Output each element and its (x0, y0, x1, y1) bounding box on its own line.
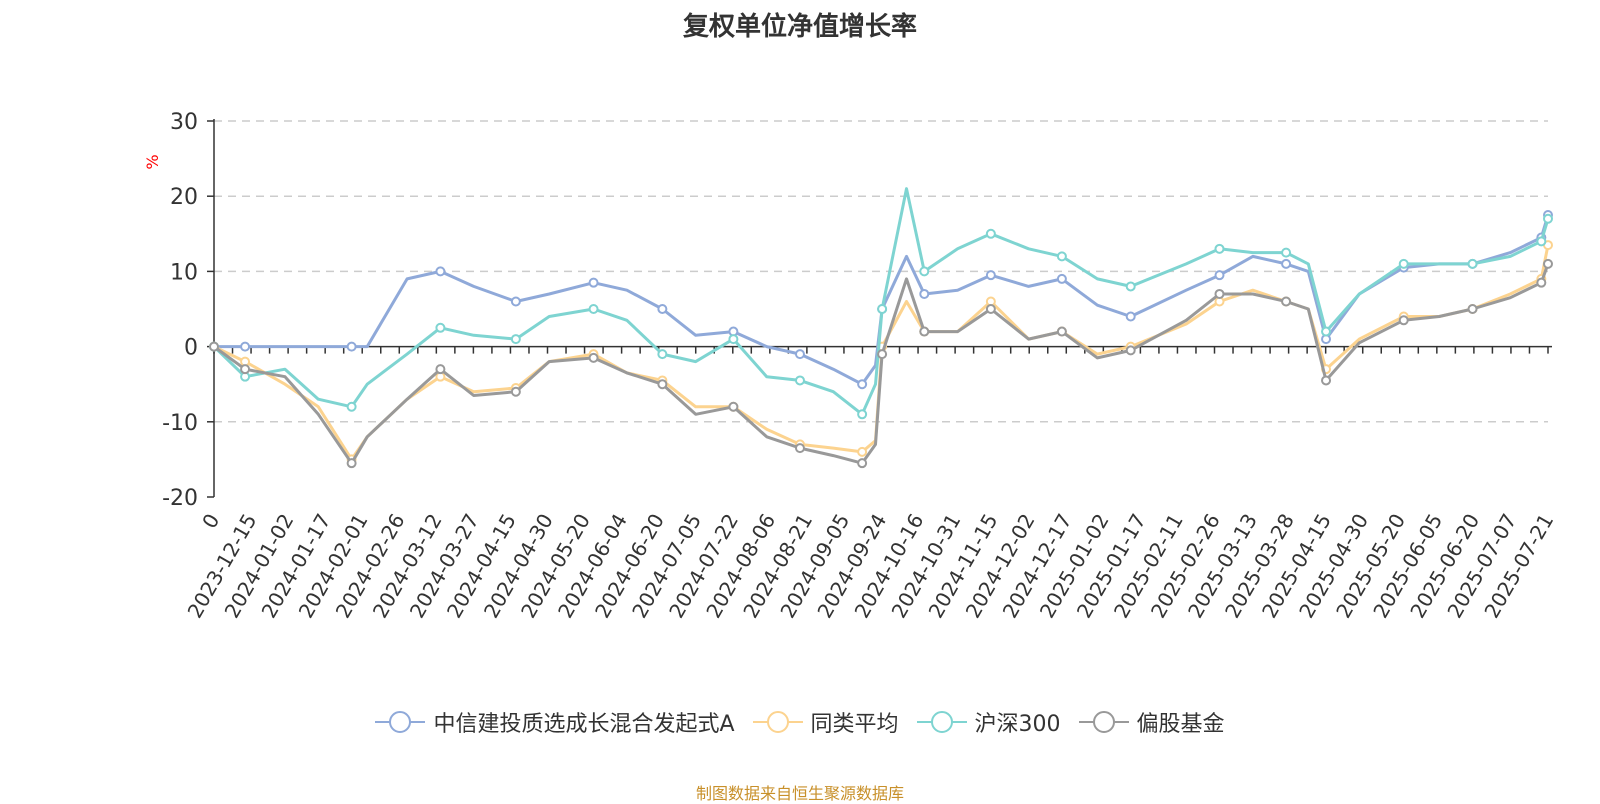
data-point (1321, 326, 1332, 337)
data-point (240, 341, 251, 352)
data-point (1536, 277, 1547, 288)
data-point (1125, 311, 1136, 322)
data-point (857, 409, 868, 420)
legend-item[interactable]: 同类平均 (752, 706, 899, 738)
data-point (346, 401, 357, 412)
data-point (346, 341, 357, 352)
data-point (435, 322, 446, 333)
data-point (1056, 251, 1067, 262)
data-point (985, 270, 996, 281)
y-tick-label: 0 (184, 336, 198, 361)
data-point (794, 443, 805, 454)
data-point (209, 341, 219, 352)
data-point (435, 364, 446, 375)
data-point (1398, 258, 1409, 269)
legend-item[interactable]: 偏股基金 (1078, 706, 1225, 738)
y-tick-label: -20 (162, 486, 198, 511)
data-point (794, 375, 805, 386)
y-axis-unit: % (143, 154, 162, 169)
legend-item[interactable]: 中信建投质选成长混合发起式A (375, 706, 735, 738)
data-point (657, 304, 668, 314)
data-point (1056, 326, 1067, 337)
data-point (919, 326, 930, 337)
data-point (1321, 375, 1332, 386)
legend-label: 同类平均 (810, 712, 899, 737)
y-tick-label: 10 (170, 260, 198, 285)
data-point (1214, 288, 1225, 299)
legend-label: 中信建投质选成长混合发起式A (433, 712, 735, 737)
series-line (213, 263, 1550, 465)
y-tick-label: 30 (170, 110, 198, 135)
legend-label: 偏股基金 (1136, 712, 1225, 737)
legend-swatch-icon (752, 711, 803, 733)
legend-item[interactable]: 沪深300 (916, 706, 1061, 738)
data-point (985, 304, 996, 314)
data-point (728, 401, 739, 412)
data-point (657, 379, 668, 390)
data-point (1125, 281, 1136, 292)
data-point (1543, 213, 1553, 224)
data-point (985, 228, 996, 239)
data-point (240, 364, 251, 375)
data-point (1125, 345, 1136, 356)
data-point (346, 458, 357, 469)
data-point (588, 352, 599, 363)
data-point (435, 266, 446, 277)
data-point (1543, 258, 1553, 269)
data-point (588, 304, 599, 314)
legend-swatch-icon (916, 711, 967, 733)
legend-swatch-icon (1078, 711, 1129, 733)
data-point (1214, 243, 1225, 254)
data-point (1281, 247, 1292, 258)
legend: 中信建投质选成长混合发起式A 同类平均 沪深300 偏股基金 (0, 706, 1600, 738)
data-point (1398, 315, 1409, 326)
data-point (588, 277, 599, 288)
data-point (857, 446, 868, 457)
data-point (919, 288, 930, 299)
line-chart: -20-100102030%02023-12-152024-01-022024-… (143, 110, 1558, 622)
data-point (1214, 270, 1225, 281)
data-point (1281, 296, 1292, 307)
data-point (857, 458, 868, 469)
chart-title: 复权单位净值增长率 (682, 12, 917, 42)
data-point (877, 349, 888, 360)
data-point (1281, 258, 1292, 269)
y-tick-label: -10 (162, 411, 198, 436)
data-point (1467, 304, 1478, 314)
data-point (510, 296, 521, 307)
data-point (919, 266, 930, 277)
x-tick-label: 0 (197, 510, 224, 533)
data-point (1467, 258, 1478, 269)
y-tick-label: 20 (170, 185, 198, 210)
data-point (877, 304, 888, 314)
source-footer: 制图数据来自恒生聚源数据库 (695, 784, 904, 803)
data-point (728, 334, 739, 345)
legend-swatch-icon (375, 711, 426, 733)
data-point (510, 386, 521, 397)
data-point (857, 379, 868, 390)
data-point (657, 349, 668, 360)
data-point (1056, 273, 1067, 284)
data-point (794, 349, 805, 360)
data-point (510, 334, 521, 345)
legend-label: 沪深300 (974, 712, 1061, 737)
data-point (1536, 236, 1547, 247)
